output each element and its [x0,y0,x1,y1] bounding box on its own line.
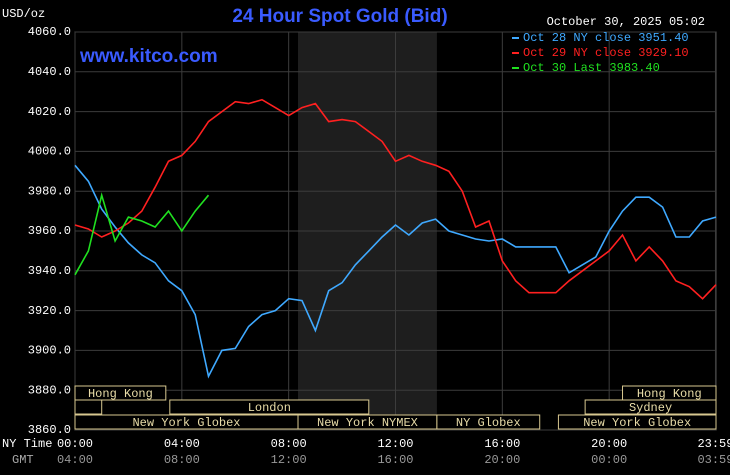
y-tick-label: 3880.0 [28,383,71,397]
session-box [169,399,370,415]
y-unit-label: USD/oz [2,7,45,21]
gmt-tick-label: 12:00 [271,453,307,467]
gmt-tick-label: 00:00 [591,453,627,467]
session-box [584,399,717,415]
x-tick-label: 04:00 [164,437,200,451]
session-box [74,385,167,401]
y-tick-label: 3980.0 [28,184,71,198]
price-line [74,98,717,300]
session-label: Hong Kong [88,387,153,401]
y-tick-label: 4060.0 [28,25,71,39]
session-label: New York NYMEX [317,416,418,430]
y-tick-label: 4000.0 [28,145,71,159]
x-tick-label: 08:00 [271,437,307,451]
session-label: New York Globex [583,416,691,430]
y-tick-label: 4020.0 [28,105,71,119]
chart-title: 24 Hour Spot Gold (Bid) [232,6,447,27]
gmt-tick-label: 08:00 [164,453,200,467]
session-label: Sydney [629,401,672,415]
gmt-tick-label: 03:59 [697,453,730,467]
y-tick-label: 3940.0 [28,264,71,278]
x-tick-label: 20:00 [591,437,627,451]
y-tick-label: 3900.0 [28,344,71,358]
gmt-tick-label: 04:00 [57,453,93,467]
session-label: London [248,401,291,415]
price-line [74,164,717,379]
y-tick-label: 3960.0 [28,224,71,238]
legend-entry: Oct 29 NY close 3929.10 [523,46,689,60]
session-box [557,414,717,430]
gmt-tick-label: 16:00 [377,453,413,467]
x-axis-label: GMT [12,453,34,467]
session-label: New York Globex [132,416,240,430]
y-tick-label: 3860.0 [28,423,71,437]
x-tick-label: 00:00 [57,437,93,451]
timestamp: October 30, 2025 05:02 [547,15,705,29]
x-tick-label: 12:00 [377,437,413,451]
y-tick-label: 3920.0 [28,304,71,318]
session-box [436,414,541,430]
session-label: Hong Kong [637,387,702,401]
watermark: www.kitco.com [79,46,218,67]
legend-entry: Oct 28 NY close 3951.40 [523,31,689,45]
price-line [74,192,210,276]
x-tick-label: 23:59 [697,437,730,451]
gmt-tick-label: 20:00 [484,453,520,467]
session-box [74,399,103,415]
legend-entry: Oct 30 Last 3983.40 [523,61,660,75]
session-label: NY Globex [456,416,521,430]
y-tick-label: 4040.0 [28,65,71,79]
x-axis-label: NY Time [2,437,52,451]
x-tick-label: 16:00 [484,437,520,451]
